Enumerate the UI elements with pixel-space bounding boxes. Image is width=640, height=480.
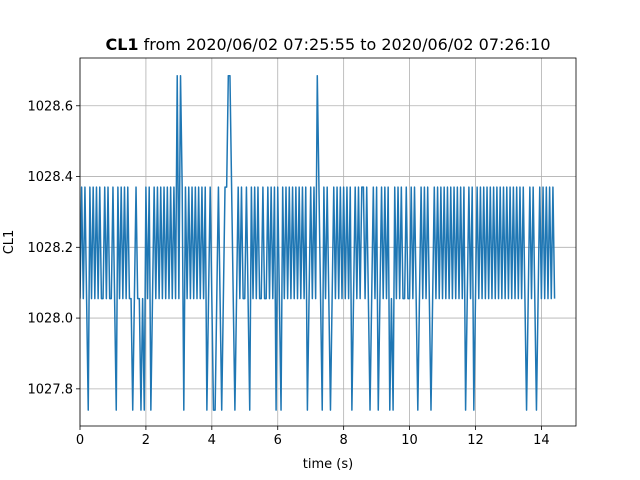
- chart-title-rest: from 2020/06/02 07:25:55 to 2020/06/02 0…: [139, 35, 551, 54]
- y-axis-label: CL1: [2, 230, 17, 255]
- x-tick-label: 2: [142, 433, 150, 448]
- series-line-0: [80, 74, 556, 411]
- y-tick-label: 1028.6: [28, 99, 74, 114]
- x-tick-label: 14: [533, 433, 550, 448]
- y-tick-label: 1027.8: [28, 382, 74, 397]
- x-tick-label: 4: [208, 433, 216, 448]
- x-tick-label: 8: [340, 433, 348, 448]
- y-tick-label: 1028.0: [28, 312, 74, 327]
- x-tick-label: 10: [401, 433, 418, 448]
- x-tick-label: 6: [274, 433, 282, 448]
- x-axis-label: time (s): [303, 457, 353, 472]
- y-tick-label: 1028.2: [28, 241, 74, 256]
- series-layer: [80, 74, 556, 411]
- y-tick-label: 1028.4: [28, 170, 74, 185]
- chart-title-bold: CL1: [105, 35, 138, 54]
- x-axis: 0 2 4 6 8 10 12 14: [76, 426, 550, 448]
- plot-frame: [79, 57, 577, 427]
- x-tick-label: 12: [467, 433, 484, 448]
- x-tick-label: 0: [76, 433, 84, 448]
- chart-title: CL1 from 2020/06/02 07:25:55 to 2020/06/…: [105, 35, 550, 54]
- y-axis: 1027.8 1028.0 1028.2 1028.4 1028.6: [28, 99, 80, 397]
